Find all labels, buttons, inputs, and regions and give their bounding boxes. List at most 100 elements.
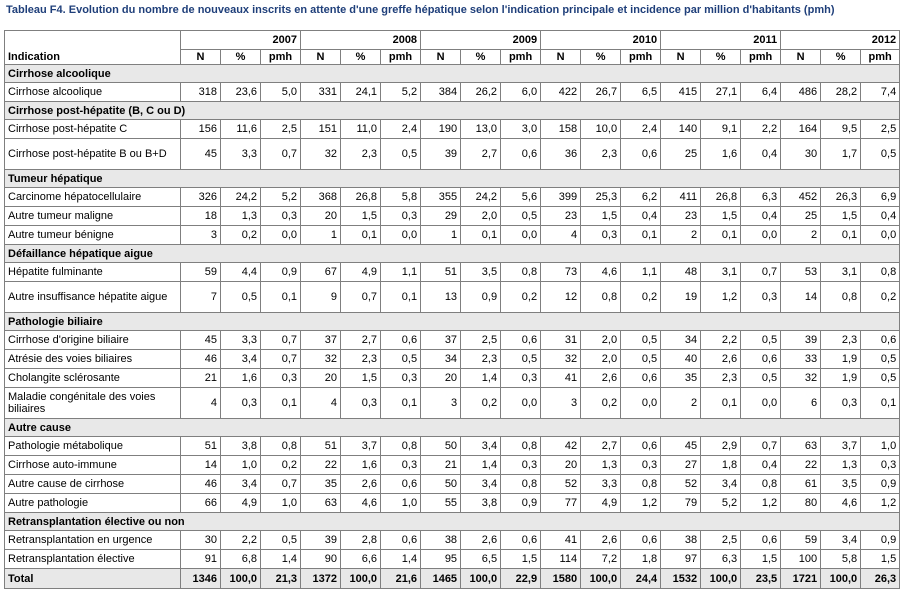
- total-cell: 22,9: [500, 568, 542, 589]
- subcolumn-header-row: N% pmh N% pmh N% pmh N% pmh N% pmh N% pmh: [5, 49, 901, 65]
- table-cell: 0,0: [259, 225, 302, 245]
- table-cell: 3: [420, 387, 462, 419]
- table-cell: 5,2: [259, 187, 302, 207]
- subcolumn-header: pmh: [740, 49, 782, 65]
- table-cell: 10,0: [580, 119, 622, 139]
- table-row: Autre pathologie 66 4,9 1,0 63 4,6 1,0 55 3,8 0,9…: [4, 493, 901, 513]
- row-label: Cirrhose alcoolique: [4, 82, 181, 102]
- table-cell: 3: [180, 225, 221, 245]
- table-cell: 14: [780, 281, 822, 313]
- table-cell: 1,0: [380, 493, 422, 513]
- table-cell: 0,8: [259, 436, 302, 456]
- table-row: Atrésie des voies biliaires 46 3,4 0,7 32 2,3…: [4, 349, 901, 369]
- table-row: Cirrhose auto-immune 14 1,0 0,2 22 1,6 0,3 21 1,…: [4, 455, 901, 475]
- table-cell: 20: [420, 368, 462, 388]
- table-cell: 0,5: [380, 349, 422, 369]
- table-cell: 0,1: [860, 387, 901, 419]
- table-cell: 91: [180, 549, 221, 569]
- table-cell: 415: [660, 82, 702, 102]
- table-cell: 0,5: [740, 368, 782, 388]
- group-title: Défaillance hépatique aigue: [3, 244, 901, 263]
- table-cell: 23: [660, 206, 702, 226]
- table-cell: 80: [780, 493, 822, 513]
- table-cell: 33: [780, 349, 822, 369]
- table-row: Autre tumeur maligne 18 1,3 0,3 20 1,5 0,3 29 2,…: [4, 206, 901, 226]
- table-cell: 0,8: [860, 262, 901, 282]
- table-cell: 1,2: [860, 493, 901, 513]
- table-cell: 1,5: [340, 368, 382, 388]
- table-cell: 20: [300, 368, 342, 388]
- table-cell: 3,4: [820, 530, 862, 550]
- group-header-row: Autre cause: [3, 418, 901, 437]
- table-cell: 30: [780, 138, 822, 170]
- table-cell: 399: [540, 187, 582, 207]
- table-cell: 0,0: [740, 225, 782, 245]
- table-cell: 51: [300, 436, 342, 456]
- table-cell: 0,6: [620, 530, 662, 550]
- table-cell: 2,0: [580, 330, 622, 350]
- table-cell: 20: [540, 455, 582, 475]
- table-cell: 1,0: [220, 455, 261, 475]
- subcolumn-header: %: [340, 49, 382, 65]
- table-cell: 2,5: [259, 119, 302, 139]
- table-cell: 0,1: [259, 387, 302, 419]
- table-cell: 11,0: [340, 119, 382, 139]
- table-cell: 0,6: [620, 436, 662, 456]
- table-cell: 20: [300, 206, 342, 226]
- total-cell: 1532: [660, 568, 702, 589]
- table-cell: 0,4: [860, 206, 901, 226]
- table-cell: 0,9: [860, 530, 901, 550]
- table-cell: 2: [660, 387, 702, 419]
- table-cell: 0,8: [620, 474, 662, 494]
- row-label: Autre pathologie: [4, 493, 181, 513]
- table-cell: 9,5: [820, 119, 862, 139]
- table-cell: 9,1: [700, 119, 742, 139]
- table-cell: 0,6: [380, 530, 422, 550]
- table-cell: 3,7: [340, 436, 382, 456]
- table-cell: 0,1: [380, 387, 422, 419]
- table-cell: 1,4: [380, 549, 422, 569]
- table-cell: 164: [780, 119, 822, 139]
- table-cell: 3,4: [460, 474, 502, 494]
- table-cell: 59: [180, 262, 221, 282]
- table-cell: 39: [300, 530, 342, 550]
- table-cell: 2,3: [820, 330, 862, 350]
- table-cell: 25,3: [580, 187, 622, 207]
- group-title: Cirrhose post-hépatite (B, C ou D): [3, 101, 901, 120]
- table-row: Autre insuffisance hépatite aigue 7 0,5 0,1…: [4, 281, 901, 313]
- table-cell: 1,6: [220, 368, 261, 388]
- table-cell: 55: [420, 493, 462, 513]
- table-cell: 1,4: [460, 455, 502, 475]
- table-row: Carcinome hépatocellulaire 326 24,2 5,2 368 2…: [4, 187, 901, 207]
- table-cell: 6,2: [620, 187, 662, 207]
- table-cell: 0,3: [259, 368, 302, 388]
- group-header-row: Retransplantation élective ou non: [3, 512, 901, 531]
- table-cell: 0,5: [860, 349, 901, 369]
- table-cell: 0,8: [820, 281, 862, 313]
- table-cell: 326: [180, 187, 221, 207]
- table-cell: 11,6: [220, 119, 261, 139]
- table-cell: 1,5: [740, 549, 782, 569]
- table-row: Maladie congénitale des voies biliaires 4…: [4, 387, 901, 419]
- table-cell: 100: [780, 549, 822, 569]
- table-cell: 2,6: [580, 368, 622, 388]
- table-cell: 59: [780, 530, 822, 550]
- row-label: Cholangite sclérosante: [4, 368, 181, 388]
- table-cell: 0,0: [500, 225, 542, 245]
- table-body: Cirrhose alcoolique Cirrhose alcoolique 31…: [3, 64, 901, 589]
- table-cell: 318: [180, 82, 221, 102]
- table-cell: 24,1: [340, 82, 382, 102]
- table-cell: 1,5: [340, 206, 382, 226]
- table-cell: 63: [780, 436, 822, 456]
- table-cell: 0,3: [820, 387, 862, 419]
- table-cell: 2,2: [700, 330, 742, 350]
- table-cell: 0,6: [620, 368, 662, 388]
- table-cell: 35: [300, 474, 342, 494]
- table-row: Retransplantation élective 91 6,8 1,4 90 6,6 1…: [4, 549, 901, 569]
- table-cell: 2,4: [380, 119, 422, 139]
- subcolumn-header: pmh: [860, 49, 901, 65]
- table-cell: 486: [780, 82, 822, 102]
- subcolumn-header: N: [540, 49, 582, 65]
- table-cell: 3,0: [500, 119, 542, 139]
- table-cell: 3,3: [220, 330, 261, 350]
